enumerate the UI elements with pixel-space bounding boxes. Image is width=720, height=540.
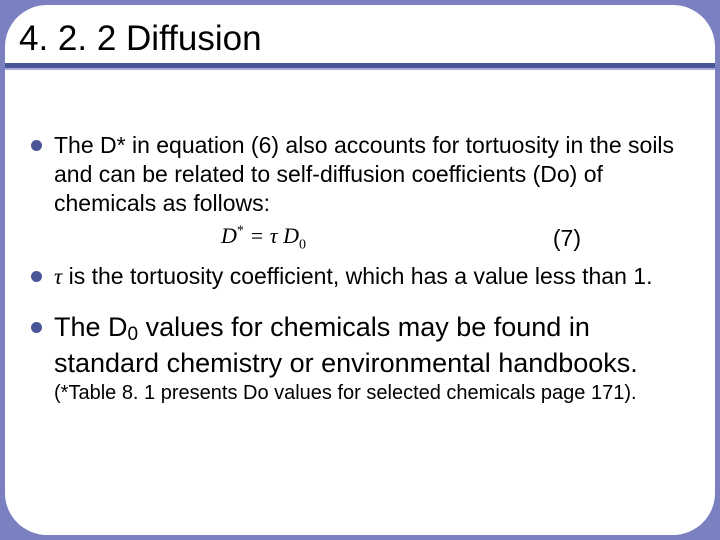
title-block: 4. 2. 2 Diffusion (5, 19, 715, 70)
bullet-icon (31, 140, 42, 151)
bullet-3-text: The D0 values for chemicals may be found… (54, 311, 691, 406)
title-rule-thin (5, 68, 715, 70)
eq-tau: τ (270, 223, 283, 248)
bullet-icon (31, 322, 42, 333)
bullet-3-small: (*Table 8. 1 presents Do values for sele… (54, 382, 637, 404)
slide-panel: 4. 2. 2 Diffusion The D* in equation (6)… (5, 5, 715, 535)
tau-symbol: τ (54, 264, 62, 289)
bullet-1-text: The D* in equation (6) also accounts for… (54, 131, 691, 217)
bullet-icon (31, 271, 42, 282)
eq-zero: 0 (299, 238, 306, 253)
equation-row: D* = τ D0 (7) (31, 223, 691, 253)
bullet-2-text: τ is the tortuosity coefficient, which h… (54, 262, 691, 292)
bullet-3-sub: 0 (128, 325, 139, 346)
equation-label: (7) (553, 225, 581, 252)
bullet-3-a: The D (54, 312, 128, 342)
content-area: The D* in equation (6) also accounts for… (31, 131, 691, 412)
bullet-3-b: values for chemicals may be found in sta… (54, 312, 638, 378)
equation: D* = τ D0 (221, 223, 306, 253)
bullet-2-rest: is the tortuosity coefficient, which has… (62, 263, 652, 289)
slide-background: 4. 2. 2 Diffusion The D* in equation (6)… (0, 0, 720, 540)
eq-D2: D (283, 223, 299, 248)
bullet-1: The D* in equation (6) also accounts for… (31, 131, 691, 217)
eq-equals: = (244, 223, 270, 248)
bullet-2: τ is the tortuosity coefficient, which h… (31, 262, 691, 292)
eq-D: D (221, 223, 237, 248)
eq-star: * (237, 224, 244, 239)
spacer (31, 297, 691, 311)
slide-title: 4. 2. 2 Diffusion (5, 19, 715, 63)
bullet-3: The D0 values for chemicals may be found… (31, 311, 691, 406)
